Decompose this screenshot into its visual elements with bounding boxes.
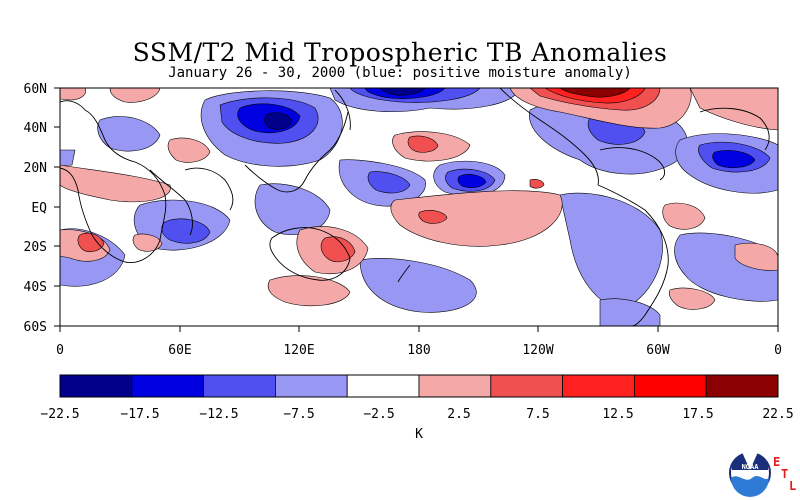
- colorbar-swatch: [346, 374, 420, 398]
- colorbar-tick: 12.5: [602, 407, 633, 422]
- noaa-logo-wave: [731, 476, 769, 497]
- colorbar-tick: −12.5: [199, 407, 238, 422]
- lon-label: 120E: [283, 343, 314, 358]
- lat-label: EQ: [31, 201, 47, 216]
- lat-label: 60S: [24, 320, 47, 335]
- colorbar-tick: 17.5: [682, 407, 713, 422]
- colorbar-tick: −7.5: [283, 407, 314, 422]
- colorbar-swatch: [705, 374, 779, 398]
- colorbar-swatches: [59, 374, 779, 398]
- lon-label: 180: [407, 343, 430, 358]
- lat-labels: 60N 40N 20N EQ 20S 40S 60S: [24, 82, 48, 335]
- colorbar-tick: −22.5: [40, 407, 79, 422]
- anomaly-map: 60N 40N 20N EQ 20S 40S 60S 0 60E 120E 18…: [24, 82, 782, 358]
- lon-label: 60W: [646, 343, 670, 358]
- lat-label: 20N: [24, 161, 47, 176]
- colorbar-swatch: [634, 374, 707, 398]
- colorbar-tick: −17.5: [120, 407, 159, 422]
- lat-label: 40S: [24, 280, 47, 295]
- noaa-logo-text: NOAA: [742, 463, 760, 471]
- colorbar: −22.5 −17.5 −12.5 −7.5 −2.5 2.5 7.5 12.5…: [40, 374, 794, 442]
- etl-letter-e: E: [773, 455, 780, 469]
- lon-label: 60E: [168, 343, 191, 358]
- lon-label: 0: [56, 343, 64, 358]
- noaa-logo-bird: [742, 452, 758, 470]
- noaa-logo: NOAA E T L: [729, 452, 796, 497]
- etl-letter-t: T: [781, 467, 788, 481]
- colorbar-tick: 22.5: [762, 407, 793, 422]
- coastlines: [60, 88, 770, 326]
- colorbar-unit: K: [415, 427, 423, 442]
- colorbar-frame: [59, 374, 779, 398]
- lat-label: 40N: [24, 121, 47, 136]
- colorbar-tick: 7.5: [526, 407, 549, 422]
- colorbar-tick: −2.5: [363, 407, 394, 422]
- lon-label: 120W: [522, 343, 553, 358]
- colorbar-swatch: [131, 374, 205, 398]
- colorbar-swatch: [59, 374, 133, 398]
- axis-ticks: [54, 87, 779, 332]
- lon-label: 0: [774, 343, 782, 358]
- colorbar-swatch: [562, 374, 635, 398]
- colorbar-swatch: [418, 374, 492, 398]
- colorbar-swatch: [203, 374, 276, 398]
- colorbar-swatch: [490, 374, 563, 398]
- lat-label: 60N: [24, 82, 47, 97]
- lat-label: 20S: [24, 240, 47, 255]
- colorbar-tick: 2.5: [447, 407, 470, 422]
- colorbar-swatch: [274, 374, 348, 398]
- etl-letter-l: L: [789, 479, 796, 493]
- lon-labels: 0 60E 120E 180 120W 60W 0: [56, 343, 782, 358]
- chart-title: SSM/T2 Mid Tropospheric TB Anomalies: [132, 38, 668, 67]
- anomaly-contours: [60, 88, 778, 326]
- chart-subtitle: January 26 - 30, 2000 (blue: positive mo…: [168, 65, 632, 81]
- colorbar-ticks: −22.5 −17.5 −12.5 −7.5 −2.5 2.5 7.5 12.5…: [40, 407, 793, 422]
